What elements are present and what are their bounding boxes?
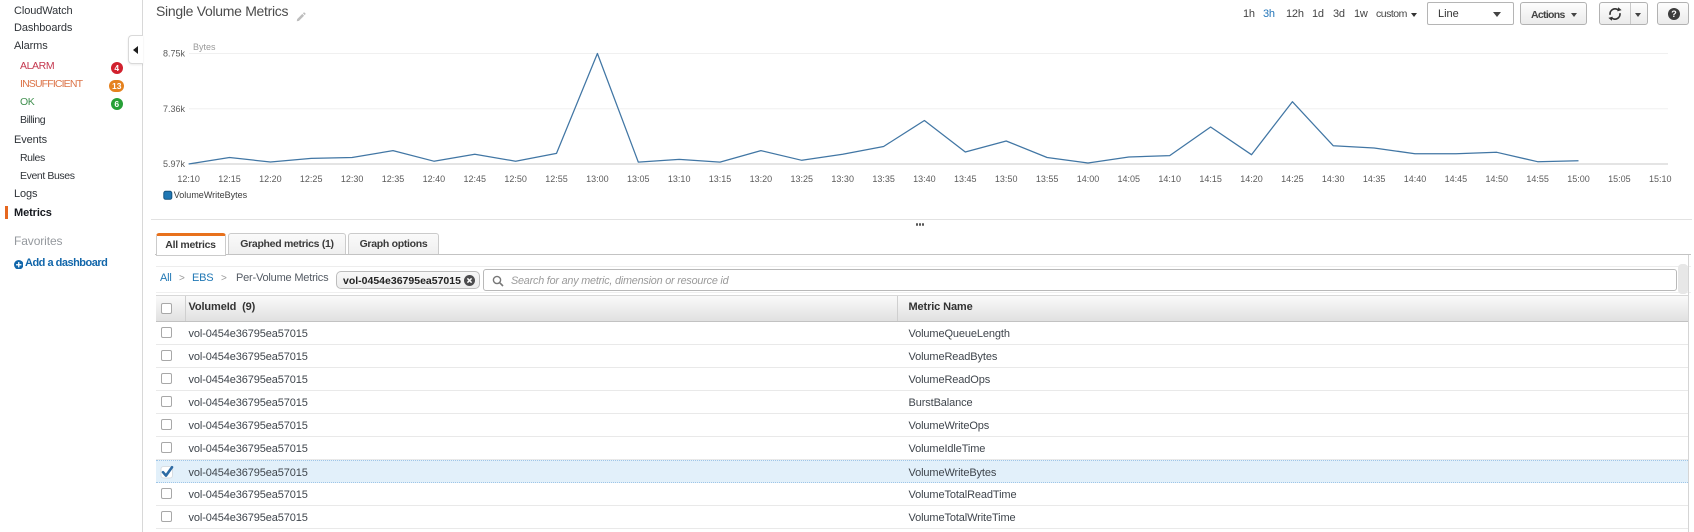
svg-text:13:15: 13:15 <box>709 174 732 184</box>
svg-text:VolumeWriteBytes: VolumeWriteBytes <box>174 190 248 200</box>
svg-text:13:05: 13:05 <box>627 174 650 184</box>
svg-text:Bytes: Bytes <box>193 42 216 52</box>
svg-text:15:10: 15:10 <box>1649 174 1672 184</box>
svg-text:12:15: 12:15 <box>218 174 241 184</box>
svg-text:14:55: 14:55 <box>1526 174 1549 184</box>
svg-text:14:15: 14:15 <box>1199 174 1222 184</box>
svg-text:13:20: 13:20 <box>750 174 773 184</box>
svg-text:12:40: 12:40 <box>423 174 446 184</box>
svg-text:14:25: 14:25 <box>1281 174 1304 184</box>
svg-text:12:50: 12:50 <box>504 174 527 184</box>
svg-text:13:25: 13:25 <box>791 174 814 184</box>
svg-text:15:05: 15:05 <box>1608 174 1631 184</box>
svg-text:12:20: 12:20 <box>259 174 282 184</box>
svg-text:8.75k: 8.75k <box>163 49 186 59</box>
svg-text:12:35: 12:35 <box>382 174 405 184</box>
svg-text:15:00: 15:00 <box>1567 174 1590 184</box>
svg-text:12:45: 12:45 <box>464 174 487 184</box>
svg-text:14:30: 14:30 <box>1322 174 1345 184</box>
svg-text:12:25: 12:25 <box>300 174 323 184</box>
svg-text:12:55: 12:55 <box>545 174 568 184</box>
svg-text:14:35: 14:35 <box>1363 174 1386 184</box>
svg-text:13:30: 13:30 <box>831 174 854 184</box>
svg-text:14:05: 14:05 <box>1118 174 1141 184</box>
svg-text:13:35: 13:35 <box>872 174 895 184</box>
svg-text:7.36k: 7.36k <box>163 104 186 114</box>
svg-text:13:10: 13:10 <box>668 174 691 184</box>
svg-text:12:10: 12:10 <box>177 174 200 184</box>
svg-text:13:45: 13:45 <box>954 174 977 184</box>
svg-text:13:55: 13:55 <box>1036 174 1059 184</box>
svg-text:14:45: 14:45 <box>1445 174 1468 184</box>
svg-text:14:50: 14:50 <box>1486 174 1509 184</box>
svg-text:12:30: 12:30 <box>341 174 364 184</box>
svg-text:13:00: 13:00 <box>586 174 609 184</box>
svg-text:13:50: 13:50 <box>995 174 1018 184</box>
svg-text:14:40: 14:40 <box>1404 174 1427 184</box>
svg-text:13:40: 13:40 <box>913 174 936 184</box>
svg-text:14:20: 14:20 <box>1240 174 1263 184</box>
svg-text:14:00: 14:00 <box>1077 174 1100 184</box>
svg-text:14:10: 14:10 <box>1158 174 1181 184</box>
svg-text:5.97k: 5.97k <box>163 159 186 169</box>
